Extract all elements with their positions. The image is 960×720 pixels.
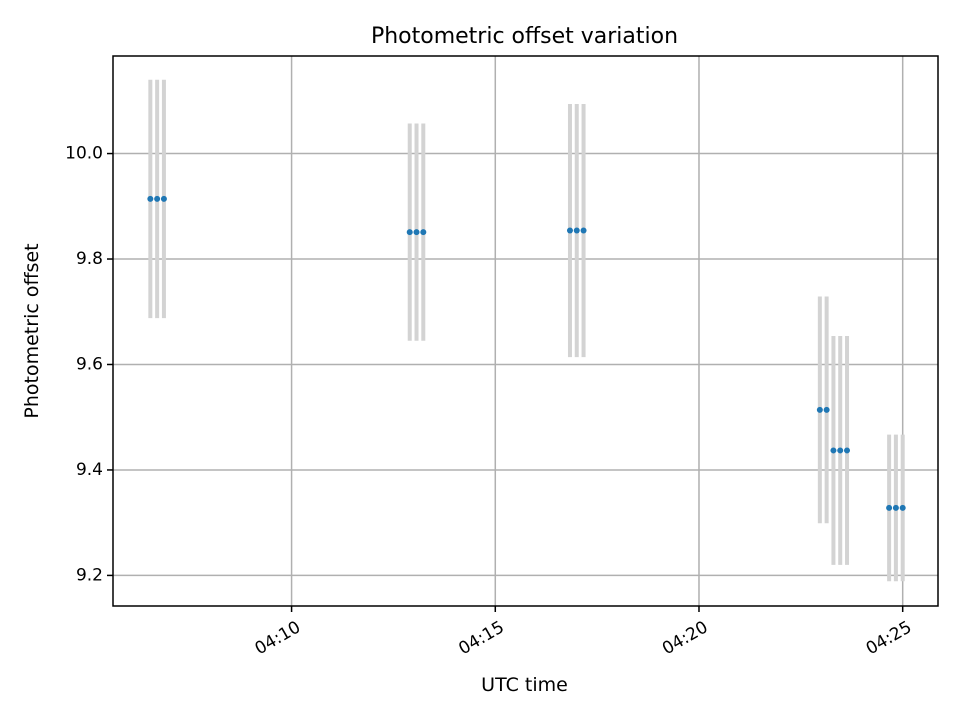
data-point [892,504,899,511]
data-point [147,195,154,202]
chart-title: Photometric offset variation [371,24,678,49]
plot-frame [112,55,939,607]
data-point [406,229,413,236]
data-point [580,227,587,234]
x-tick-label: 04:10 [252,617,304,659]
y-axis-label: Photometric offset [21,243,43,418]
y-tick-label: 9.6 [76,354,103,374]
y-tick-label: 10.0 [65,144,103,164]
data-point [823,406,830,413]
y-tick-label: 9.4 [76,460,103,480]
data-point [886,504,893,511]
data-point [413,229,420,236]
data-points [147,195,906,511]
y-tick-label: 9.8 [76,249,103,269]
error-bars [148,79,905,582]
data-point [899,504,906,511]
x-axis-label: UTC time [481,674,568,696]
data-point [816,406,823,413]
x-tick-label: 04:20 [659,617,711,659]
data-point [566,227,573,234]
data-point [837,447,844,454]
y-tick-label: 9.2 [76,565,103,585]
data-point [844,447,851,454]
x-tick-label: 04:25 [863,617,915,659]
x-axis-ticks: 04:10 04:15 04:20 04:25 [252,606,915,659]
x-tick-label: 04:15 [455,617,507,659]
grid [113,56,938,606]
data-point [154,195,161,202]
data-point [573,227,580,234]
data-point [830,447,837,454]
data-point [420,229,427,236]
data-point [160,195,167,202]
y-axis-ticks: 9.2 9.4 9.6 9.8 10.0 [65,144,113,585]
